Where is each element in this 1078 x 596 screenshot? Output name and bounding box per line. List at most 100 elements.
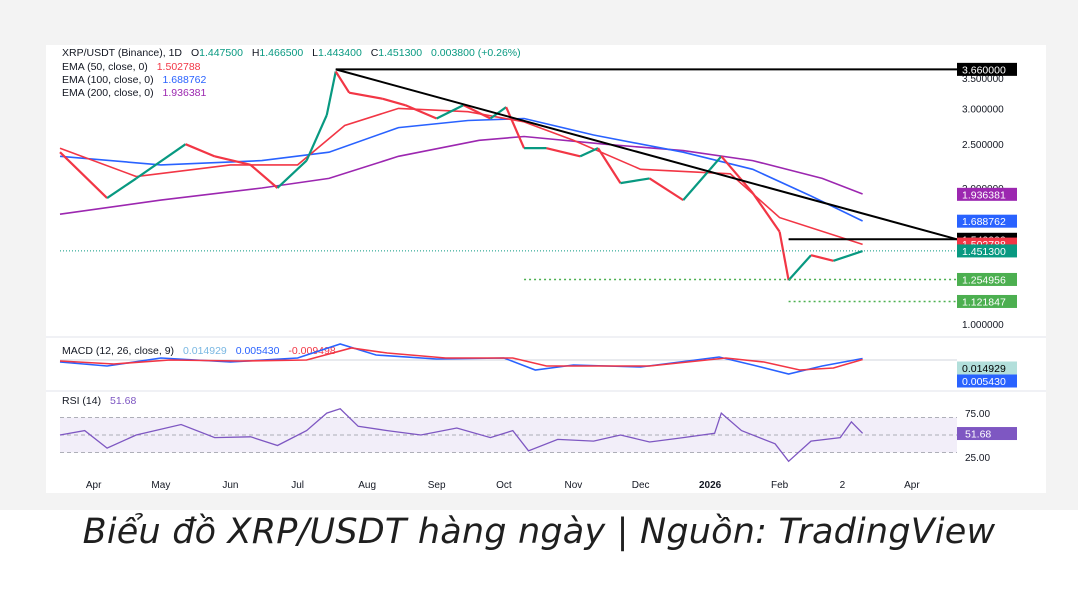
price-segment (597, 147, 622, 184)
time-tick-label: Apr (904, 480, 920, 491)
price-segment (833, 250, 863, 262)
macd-label-box (957, 374, 1017, 388)
price-segment (810, 254, 834, 262)
macd-title: MACD (12, 26, close, 9) (62, 345, 174, 357)
price-segment (135, 143, 187, 180)
price-segment (249, 164, 279, 189)
time-tick-label: 2026 (699, 480, 722, 491)
price-label-box (957, 62, 1017, 76)
rsi-tick-label: 25.00 (965, 453, 990, 464)
ema200-value: 1.936381 (163, 87, 207, 99)
ema50-label: EMA (50, close, 0) (62, 61, 148, 73)
ema-line-1 (59, 107, 863, 246)
price-segment (334, 70, 351, 94)
rsi-label-text: 51.68 (965, 429, 991, 441)
price-tick-label: 3.000000 (962, 104, 1004, 115)
price-label-text: 1.451300 (962, 246, 1006, 258)
price-segment (463, 104, 491, 120)
ema100-label: EMA (100, close, 0) (62, 74, 154, 86)
price-segment (276, 159, 308, 189)
price-segment (106, 177, 137, 199)
svg-text:MACD (12, 26, close, 9): MACD (12, 26, close, 9) 0.014929 0.00543… (62, 345, 336, 357)
high-label: H (252, 47, 260, 59)
price-segment (59, 151, 108, 199)
chart-caption: Biểu đồ XRP/USDT hàng ngày | Nguồn: Trad… (82, 512, 996, 552)
time-tick-label: Feb (771, 480, 789, 491)
price-tick-label: 2.500000 (962, 140, 1004, 151)
price-segment (620, 177, 650, 185)
svg-text:XRP/USDT (Binance), 1D O: XRP/USDT (Binance), 1D O1.447500 H1.4665… (62, 47, 521, 59)
rsi-title: RSI (14) (62, 395, 101, 407)
time-tick-label: Aug (358, 480, 376, 491)
rsi-legend: RSI (14) 51.68 (62, 395, 136, 407)
price-panel (59, 68, 958, 303)
low-label: L (312, 47, 318, 59)
price-segment (489, 106, 507, 120)
descending-trendline (335, 68, 958, 241)
price-label-text: 1.254956 (962, 274, 1006, 286)
svg-text:EMA (100, close, 0) 1.68: EMA (100, close, 0) 1.688762 (62, 74, 207, 86)
ema-line-2 (59, 117, 863, 222)
close-value: 1.451300 (378, 47, 422, 59)
legend: XRP/USDT (Binance), 1D O1.447500 H1.4665… (62, 47, 521, 99)
price-segment (579, 147, 599, 158)
price-label-box (957, 187, 1017, 201)
macd-value-1: 0.014929 (183, 345, 227, 357)
price-segment (751, 192, 781, 233)
price-label-text: 1.121847 (962, 296, 1006, 308)
time-tick-label: Dec (632, 480, 650, 491)
time-tick-label: Jul (291, 480, 304, 491)
ema-line-3 (59, 135, 863, 215)
time-tick-label: Sep (428, 480, 446, 491)
symbol-label: XRP/USDT (Binance), 1D (62, 47, 182, 59)
time-tick-label: Nov (564, 480, 582, 491)
price-segment (649, 177, 684, 202)
price-segment (348, 91, 384, 100)
price-label-text: 1.688762 (962, 216, 1006, 228)
price-label-box (957, 214, 1017, 228)
close-label: C (371, 47, 379, 59)
rsi-panel: 75.00 25.00 51.68 (59, 408, 1017, 464)
rsi-label-box (957, 427, 1017, 441)
rsi-line (59, 408, 864, 463)
macd-value-3: -0.009498 (288, 345, 335, 357)
price-segment (787, 254, 812, 281)
high-value: 1.466500 (259, 47, 303, 59)
time-axis: Apr May Jun Jul Aug Sep Oct Nov Dec 2026 Feb 2 Apr (86, 480, 920, 491)
time-tick-label: Jun (222, 480, 238, 491)
change-value: 0.003800 (+0.26%) (431, 47, 521, 59)
price-axis: 1.0000001.5000002.0000002.5000003.000000… (957, 62, 1017, 331)
price-label-text: 1.936381 (962, 189, 1006, 201)
macd-legend: MACD (12, 26, close, 9) 0.014929 0.00543… (62, 345, 336, 357)
price-label-box (957, 272, 1017, 286)
macd-label-text: 0.014929 (962, 363, 1006, 375)
svg-text:EMA (50, close, 0) 1.502: EMA (50, close, 0) 1.502788 (62, 61, 201, 73)
time-tick-label: May (151, 480, 170, 491)
rsi-tick-label: 75.00 (965, 409, 990, 420)
price-label-box (957, 294, 1017, 308)
price-segment (404, 104, 438, 120)
low-value: 1.443400 (318, 47, 362, 59)
price-segment (682, 168, 711, 201)
macd-value-2: 0.005430 (236, 345, 280, 357)
svg-text:EMA (200, close, 0) 1.93: EMA (200, close, 0) 1.936381 (62, 87, 207, 99)
price-segment (778, 231, 790, 281)
chart-screenshot: XRP/USDT (Binance), 1D O1.447500 H1.4665… (0, 0, 1078, 510)
price-segment (382, 97, 406, 107)
price-segment (305, 114, 328, 161)
open-value: 1.447500 (199, 47, 243, 59)
price-tick-label: 3.500000 (962, 74, 1004, 85)
svg-text:RSI (14) 51.68: RSI (14) 51.68 (62, 395, 136, 407)
price-segment (709, 155, 723, 170)
macd-line-signal (59, 347, 863, 371)
rsi-value: 51.68 (110, 395, 136, 407)
time-tick-label: Apr (86, 480, 102, 491)
price-segment (720, 155, 754, 194)
macd-label-box (957, 361, 1017, 375)
macd-label-text: 0.005430 (962, 376, 1006, 388)
ema100-value: 1.688762 (163, 74, 207, 86)
price-segment (546, 147, 581, 158)
ema200-label: EMA (200, close, 0) (62, 87, 154, 99)
price-segment (436, 104, 465, 120)
